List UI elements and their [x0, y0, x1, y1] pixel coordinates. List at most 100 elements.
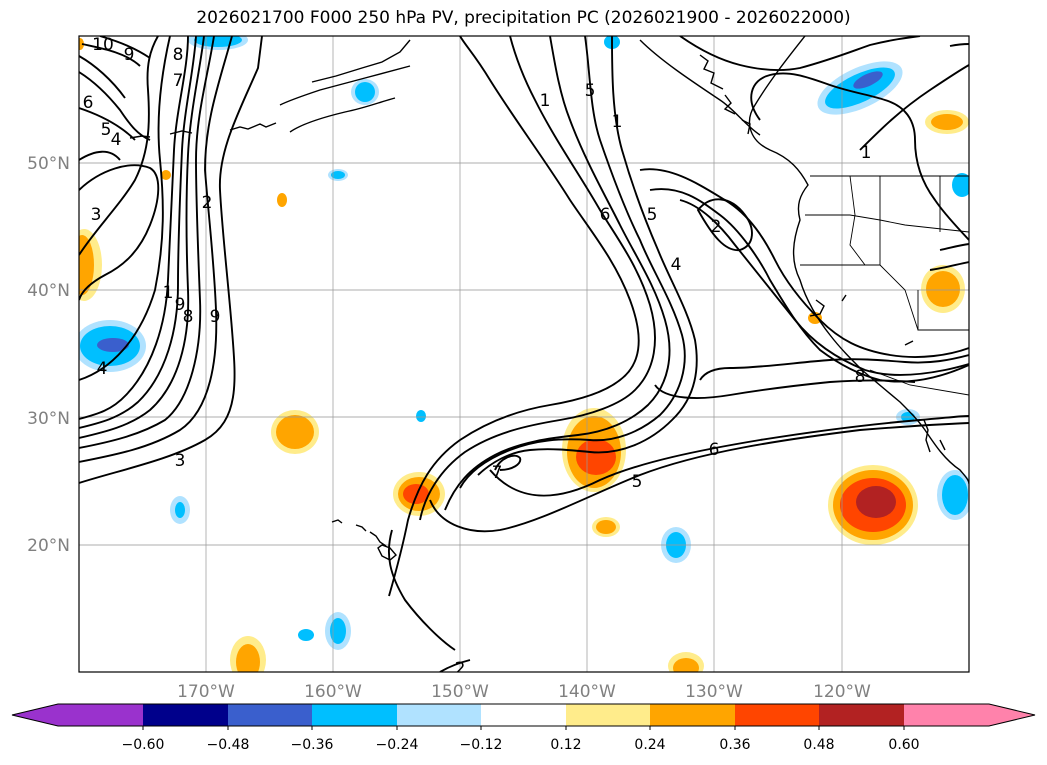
precip-blob: [330, 618, 346, 644]
pv-contour-9: [79, 107, 136, 161]
pv-contour-16: [419, 36, 656, 521]
precip-blob: [596, 520, 616, 534]
colorbar-ticks: [142, 726, 905, 730]
precip-blob: [79, 38, 84, 50]
precip-blob: [298, 629, 314, 641]
colorbar-tick-label: −0.12: [460, 737, 503, 753]
contour-label: 3: [91, 205, 102, 225]
pv-contour-5: [79, 36, 197, 429]
precip-blob: [931, 114, 963, 130]
pv-contour-19: [477, 36, 698, 476]
pv-contour-33: [929, 243, 969, 271]
bc-alaska-coast: [639, 39, 761, 136]
contour-label: 8: [173, 45, 184, 65]
precip-blob: [277, 193, 287, 207]
lon-tick-label: 150°W: [431, 682, 489, 702]
colorbar-segment: [819, 704, 904, 726]
contour-label: 7: [173, 71, 184, 91]
precip-blob: [276, 415, 314, 449]
colorbar-tick-labels: −0.60 −0.48 −0.36 −0.24 −0.12 0.12 0.24 …: [122, 737, 920, 753]
contour-label: 4: [671, 255, 682, 275]
pv-contour-30: [639, 168, 969, 358]
contour-label: 1: [861, 143, 872, 163]
pv-contour-32: [859, 64, 969, 151]
contour-label: 2: [455, 659, 466, 679]
precip-blob: [79, 235, 94, 295]
contour-label: 7: [492, 463, 503, 483]
lat-tick-label: 20°N: [27, 536, 70, 556]
precip-blob: [416, 410, 426, 422]
precip-blob: [236, 644, 260, 672]
pv-contour-10: [79, 71, 151, 141]
contour-label: 4: [111, 130, 122, 150]
precip-positive-areas: [79, 38, 969, 672]
precip-blob: [403, 484, 429, 504]
pv-contour-7: [79, 36, 171, 381]
lon-tick-label: 120°W: [813, 682, 871, 702]
precip-blob: [673, 658, 699, 672]
lon-tick-label: 130°W: [685, 682, 743, 702]
pv-contour-24: [679, 36, 921, 72]
contour-label: 1: [163, 283, 174, 303]
figure-title: 2026021700 F000 250 hPa PV, precipitatio…: [196, 8, 851, 28]
colorbar-tick-label: −0.24: [376, 737, 419, 753]
precip-blob: [97, 338, 129, 352]
state-border-ut: [917, 176, 969, 331]
pv-contour-18: [459, 36, 686, 489]
map-frame: [78, 35, 970, 673]
pv-contour-13: [79, 164, 160, 301]
contour-label: 10: [92, 35, 114, 55]
colorbar-segment: [650, 704, 735, 726]
lon-tick-label: 140°W: [558, 682, 616, 702]
precip-blob: [194, 36, 242, 47]
contour-label: 5: [632, 472, 643, 492]
precip-blob: [926, 271, 960, 307]
pv-contour-11: [79, 55, 126, 99]
contour-label: 9: [124, 45, 135, 65]
pv-contour-3: [79, 36, 215, 449]
contour-label: 5: [647, 205, 658, 225]
colorbar-segment: [566, 704, 650, 726]
pv-contour-22: [429, 422, 969, 533]
alaska-peninsula: [279, 65, 411, 133]
colorbar-segment: [397, 704, 481, 726]
colorbar-segment: [143, 704, 228, 726]
pv-contour-labels: 10 9 8 7 6 5 4 3 2 1 9 8 9 4 3 7 5: [83, 35, 872, 679]
us-west-coast: [748, 36, 969, 485]
pv-contour-1: [79, 36, 263, 484]
pv-contour-4: [79, 36, 205, 439]
baja-gulf-coast: [809, 294, 946, 453]
pv-contour-17: [444, 36, 671, 511]
hawaii-islands: [331, 519, 397, 561]
precip-blob: [161, 170, 171, 180]
lat-tick-label: 30°N: [27, 409, 70, 429]
pv-contours: [79, 36, 969, 672]
colorbar-segment: [481, 704, 566, 726]
pv-contour-34: [949, 43, 969, 47]
pv-contour-14: [388, 36, 640, 597]
pv-contour-29: [696, 198, 753, 251]
colorbar-tick-label: 0.36: [719, 737, 750, 753]
colorbar-tick-label: 0.48: [803, 737, 834, 753]
coastlines: [129, 36, 969, 561]
precip-blob: [853, 71, 883, 89]
contour-label: 6: [83, 93, 94, 113]
lon-tick-labels: 170°W 160°W 150°W 140°W 130°W 120°W: [177, 682, 871, 702]
precip-blob: [355, 82, 375, 102]
contour-label: 6: [600, 205, 611, 225]
colorbar-tick-label: 0.24: [634, 737, 665, 753]
contour-label: 4: [97, 359, 108, 379]
contour-label: 8: [855, 367, 866, 387]
precip-blob: [576, 439, 616, 475]
precip-blob: [942, 475, 968, 515]
contour-label: 2: [711, 217, 722, 237]
contour-label: 1: [540, 91, 551, 111]
colorbar-extend-min: [12, 704, 143, 726]
precip-blob: [331, 171, 345, 179]
pv-contour-28: [654, 379, 916, 399]
pv-contour-31: [750, 72, 969, 241]
contour-label: 2: [202, 193, 213, 213]
pv-contour-15: [387, 529, 456, 651]
pv-contour-2: [79, 36, 233, 463]
alaska-south-coast: [311, 39, 411, 83]
